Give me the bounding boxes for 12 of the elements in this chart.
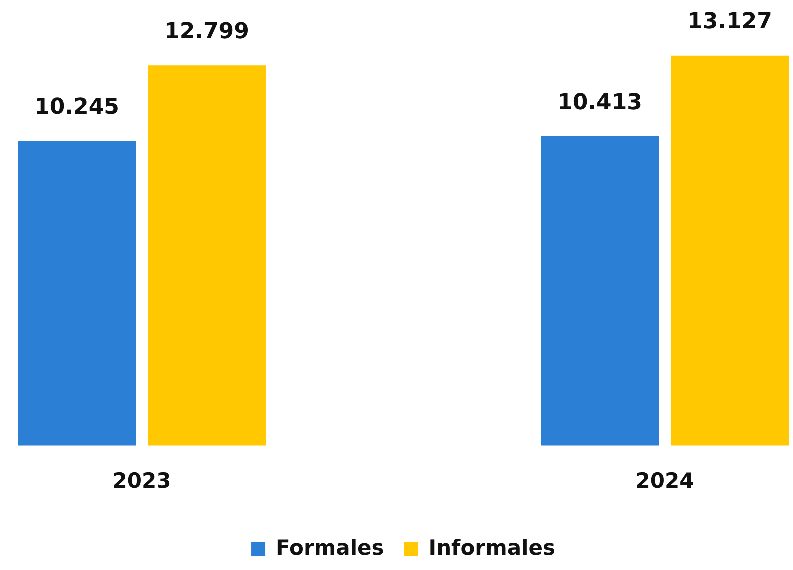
bar	[18, 142, 136, 446]
bar	[148, 66, 266, 446]
bar	[670, 56, 789, 446]
data-label: 10.245	[34, 95, 120, 120]
legend-label: Formales	[276, 536, 384, 560]
data-label: 12.799	[164, 19, 250, 44]
x-tick-label: 2024	[636, 468, 694, 493]
bar	[541, 136, 660, 446]
legend-label: Informales	[428, 536, 556, 560]
data-label: 10.413	[558, 90, 642, 116]
data-label: 13.127	[688, 10, 772, 35]
x-tick-label: 2023	[112, 468, 172, 493]
